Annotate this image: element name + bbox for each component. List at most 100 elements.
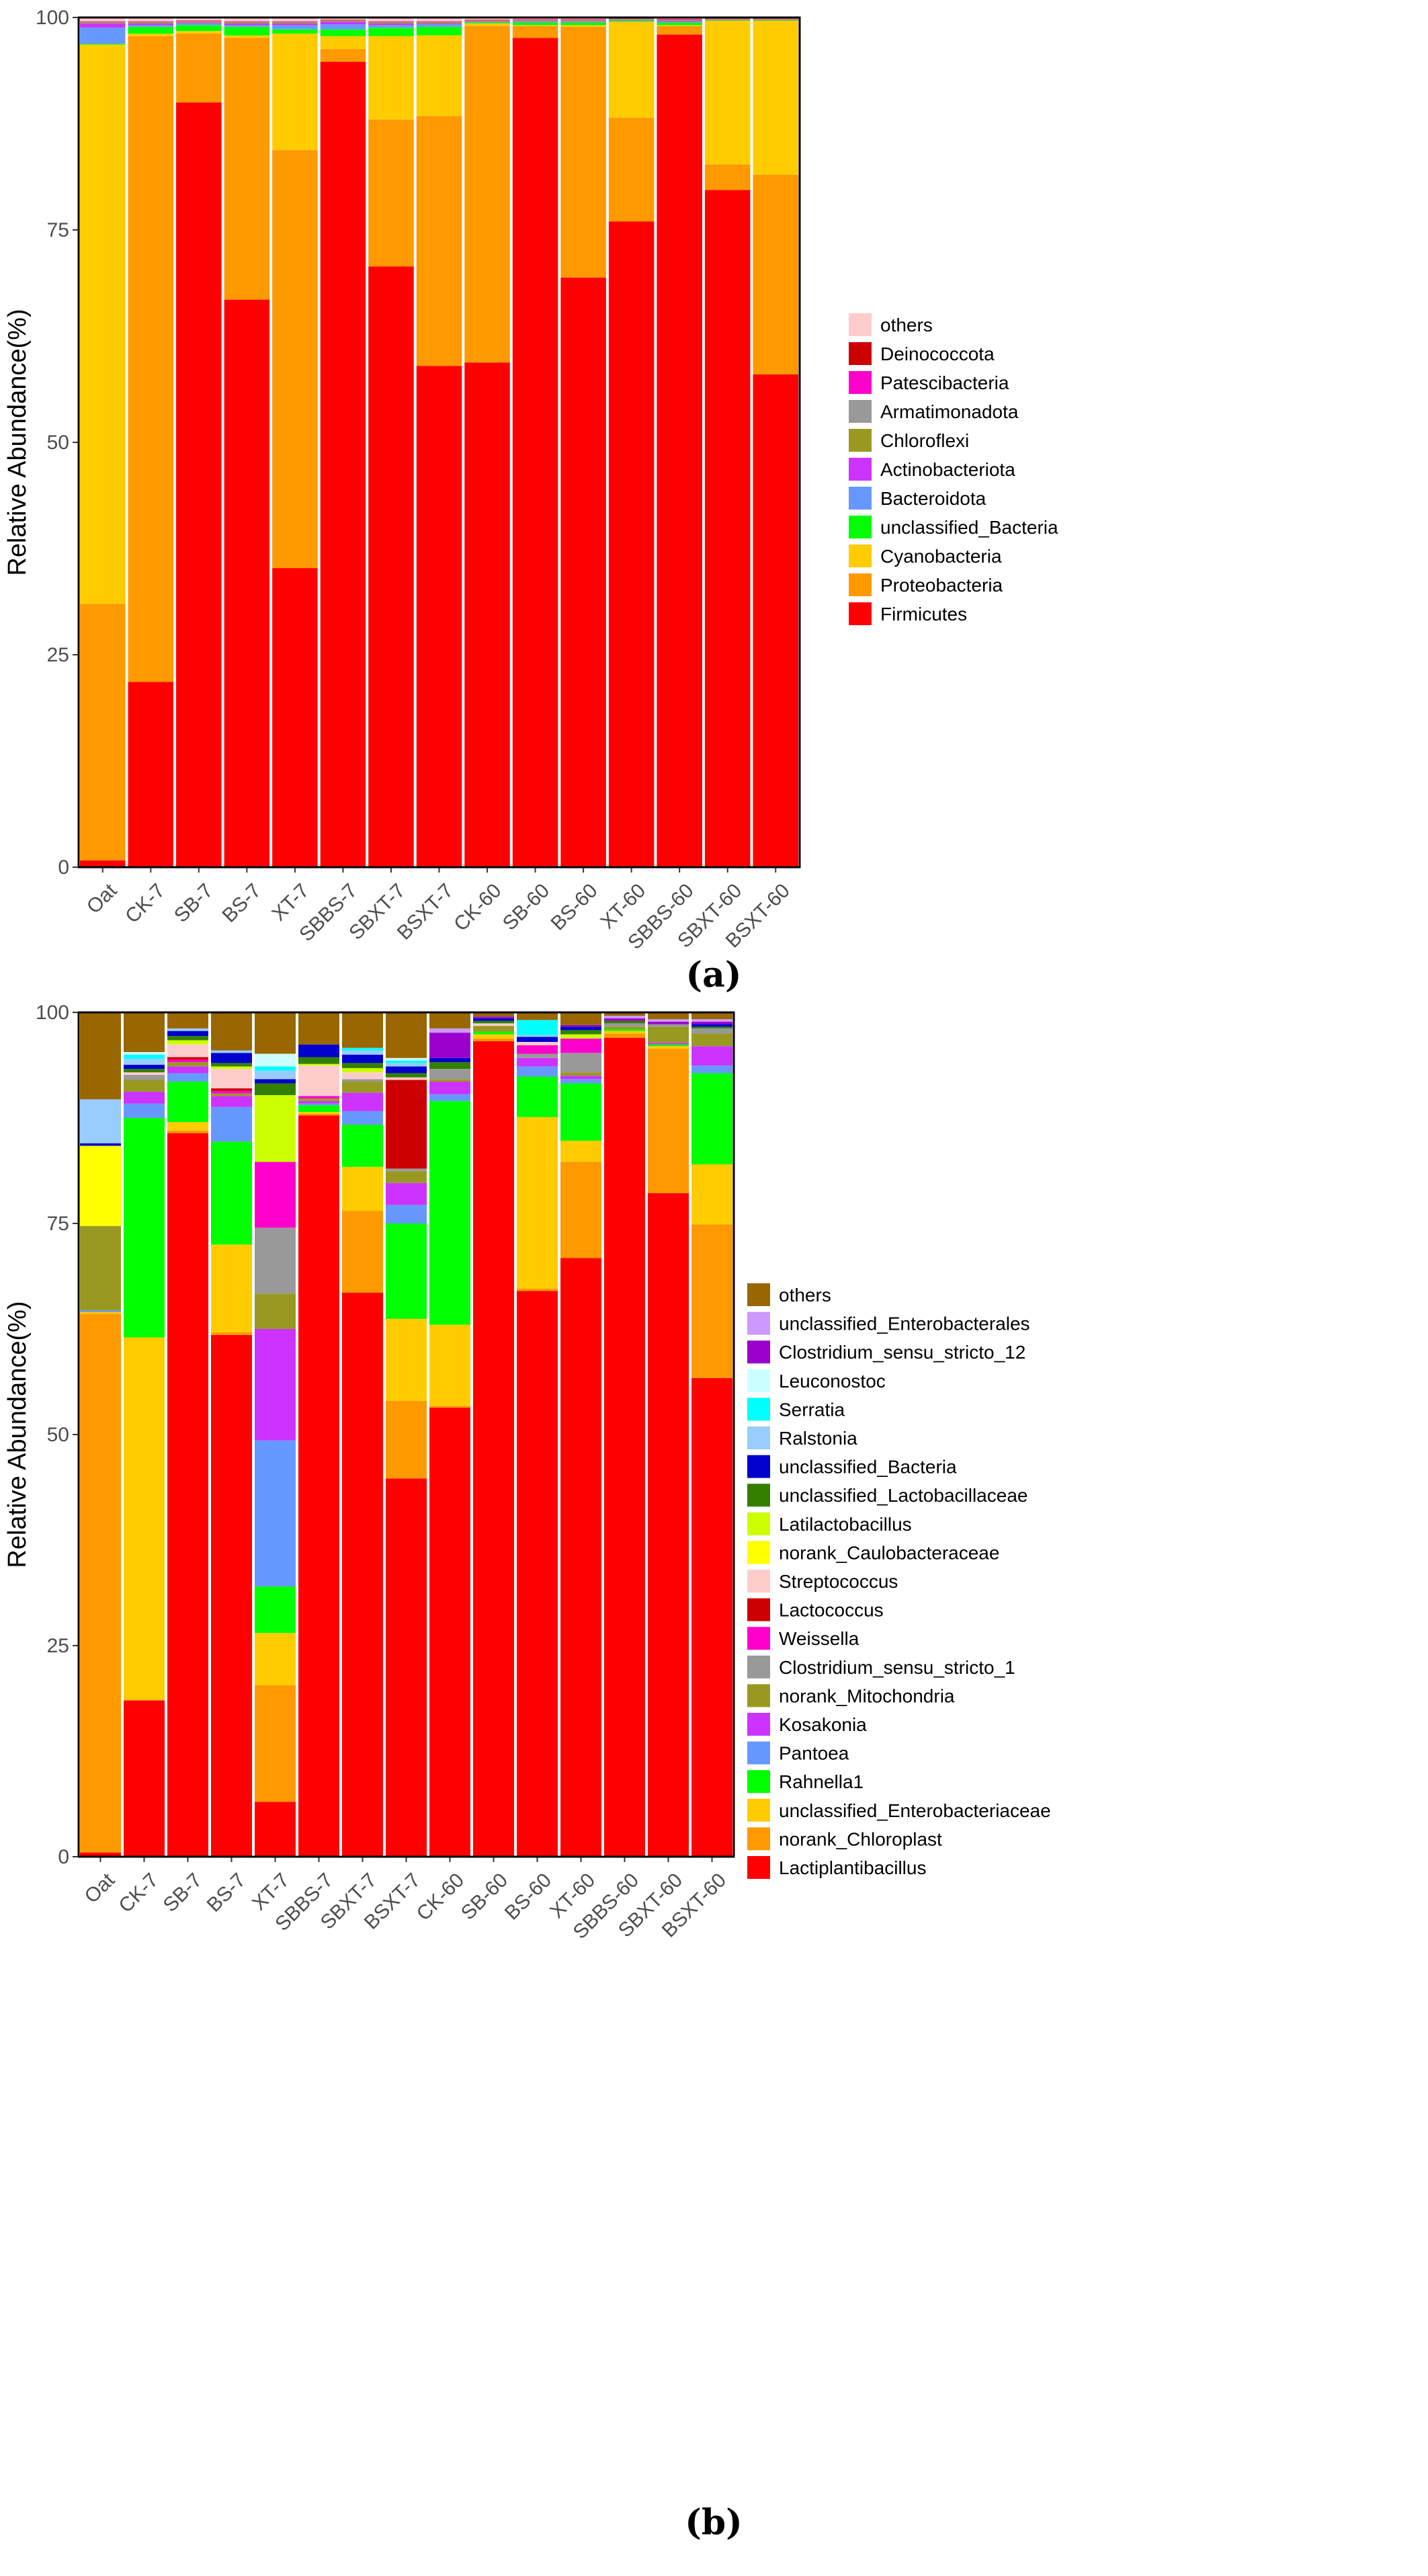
bar-segment-ralstonia <box>255 1070 296 1080</box>
legend-swatch <box>746 1855 771 1880</box>
bar-segment-others <box>560 1012 601 1025</box>
legend-item: Lactiplantibacillus <box>746 1855 926 1880</box>
bar-segment-cyanobacteria <box>176 31 222 34</box>
bar-segment-unclassified-bacteria <box>320 29 366 36</box>
bar-segment-patescibacteria <box>704 18 751 19</box>
bar-segment-leuconostoc <box>386 1057 427 1061</box>
bar-segment-firmicutes <box>320 61 366 867</box>
bar-segment-firmicutes <box>128 682 174 867</box>
legend-label: Leuconostoc <box>779 1371 886 1392</box>
bar-segment-latilactobacillus <box>298 1063 339 1066</box>
legend-label: others <box>880 315 933 335</box>
bar-segment-rahnella1 <box>342 1125 383 1167</box>
bar-segment-kosakonia <box>691 1046 732 1066</box>
bar-segment-weissella <box>255 1162 296 1228</box>
bar-segment-unclassified-bacteria <box>255 1079 296 1084</box>
bar-segment-unclassified-bacteria <box>464 22 510 24</box>
bar-segment-unclassified-bacteria <box>272 29 318 34</box>
legend-label: Armatimonadota <box>880 401 1019 422</box>
legend-swatch <box>746 1654 771 1680</box>
bar-segment-lactiplantibacillus <box>80 1852 121 1857</box>
bar-segment-pantoea <box>429 1094 470 1101</box>
bar-segment-cyanobacteria <box>560 25 606 27</box>
bar-segment-chloroflexi <box>608 19 655 20</box>
bar-segment-norank-mitochondria <box>80 1225 121 1311</box>
x-tick-label: CK-7 <box>114 1869 163 1917</box>
bar-segment-clostridium-sensu-stricto-1 <box>691 1028 732 1034</box>
bar-segment-others <box>211 1012 252 1051</box>
bar-segment-norank-chloroplast <box>648 1049 689 1193</box>
bar-segment-firmicutes <box>368 266 414 867</box>
legend-swatch <box>746 1310 771 1336</box>
legend-item: Weissella <box>746 1625 859 1652</box>
bar-segment-others <box>298 1012 339 1045</box>
bar-segment-actinobacteriota <box>320 22 366 25</box>
legend-label: others <box>779 1285 831 1305</box>
x-tick-label: BS-60 <box>501 1869 556 1924</box>
y-tick-label: 100 <box>36 7 69 29</box>
bar-segment-lactiplantibacillus <box>211 1334 252 1857</box>
bar-segment-unclassified-lactobacillaceae <box>124 1069 165 1073</box>
bar-segment-armatimonadota <box>416 22 462 23</box>
bar-segment-proteobacteria <box>272 150 318 569</box>
bar-segment-unclassified-bacteria <box>608 21 655 22</box>
bar-segment-unclassified-bacteria <box>176 25 222 32</box>
bar-segment-unclassified-bacteria <box>167 1031 208 1037</box>
legend-label: Bacteroidota <box>880 488 986 509</box>
legend-swatch <box>746 1769 771 1795</box>
bar-segment-deinococcota <box>320 19 366 20</box>
bar-segment-unclassified-enterobacteriaceae <box>124 1337 165 1700</box>
bar-segment-norank-chloroplast <box>211 1332 252 1335</box>
bar-segment-cyanobacteria <box>368 36 414 120</box>
bar-segment-firmicutes <box>464 362 510 867</box>
legend-swatch <box>847 543 873 569</box>
legend-item: Proteobacteria <box>847 572 1003 598</box>
bar-segment-patescibacteria <box>176 21 222 22</box>
legend-item: Latilactobacillus <box>746 1511 912 1537</box>
legend-label: Streptococcus <box>779 1571 898 1592</box>
legend-item: unclassified_Lactobacillaceae <box>746 1482 1027 1508</box>
bar-segment-armatimonadota <box>560 19 606 21</box>
legend-item: others <box>847 312 933 337</box>
y-axis-label: Relative Abundance(%) <box>3 1301 32 1568</box>
legend-swatch <box>746 1482 771 1508</box>
bar-segment-unclassified-enterobacteriaceae <box>429 1324 470 1406</box>
bar-segment-unclassified-enterobacteriaceae <box>255 1633 296 1686</box>
bar-segment-pantoea <box>517 1066 558 1077</box>
legend-item: norank_Chloroplast <box>746 1826 942 1852</box>
bar-segment-serratia <box>517 1020 558 1035</box>
bar-segment-rahnella1 <box>691 1073 732 1165</box>
legend-item: Leuconostoc <box>746 1367 886 1394</box>
bar-segment-norank-chloroplast <box>386 1400 427 1479</box>
bar-segment-patescibacteria <box>560 19 606 20</box>
bar-segment-others <box>80 17 126 22</box>
bar-segment-unclassified-bacteria <box>657 22 702 26</box>
bar-segment-lactiplantibacillus <box>517 1291 558 1857</box>
bar-segment-lactiplantibacillus <box>691 1377 732 1857</box>
bar-segment-norank-chloroplast <box>691 1224 732 1378</box>
bar-segment-kosakonia <box>517 1057 558 1067</box>
legend-label: Cyanobacteria <box>880 546 1002 567</box>
bar-segment-unclassified-enterobacteriaceae <box>560 1140 601 1162</box>
bar-segment-patescibacteria <box>608 18 655 19</box>
bar-segment-lactococcus <box>167 1057 208 1060</box>
bar-segment-unclassified-bacteria <box>517 1037 558 1042</box>
bar-segment-others <box>429 1012 470 1029</box>
bar-segment-kosakonia <box>298 1100 339 1104</box>
bar-segment-bacteroidota <box>80 28 126 44</box>
bar-segment-kosakonia <box>386 1182 427 1205</box>
bar-segment-pantoea <box>342 1111 383 1125</box>
legend-label: unclassified_Enterobacteriaceae <box>779 1800 1051 1821</box>
bar-segment-rahnella1 <box>560 1083 601 1141</box>
bar-segment-bacteroidota <box>272 25 318 30</box>
bar-segment-patescibacteria <box>464 19 510 21</box>
bar-segment-lactiplantibacillus <box>560 1258 601 1857</box>
legend-swatch <box>746 1625 771 1652</box>
bar-segment-cyanobacteria <box>704 21 751 165</box>
bar-segment-unclassified-bacteria <box>560 22 606 26</box>
bar-segment-lactiplantibacillus <box>604 1037 645 1857</box>
bar-segment-norank-mitochondria <box>648 1027 689 1043</box>
bar-segment-firmicutes <box>657 34 702 867</box>
bar-segment-bacteroidota <box>416 24 462 27</box>
